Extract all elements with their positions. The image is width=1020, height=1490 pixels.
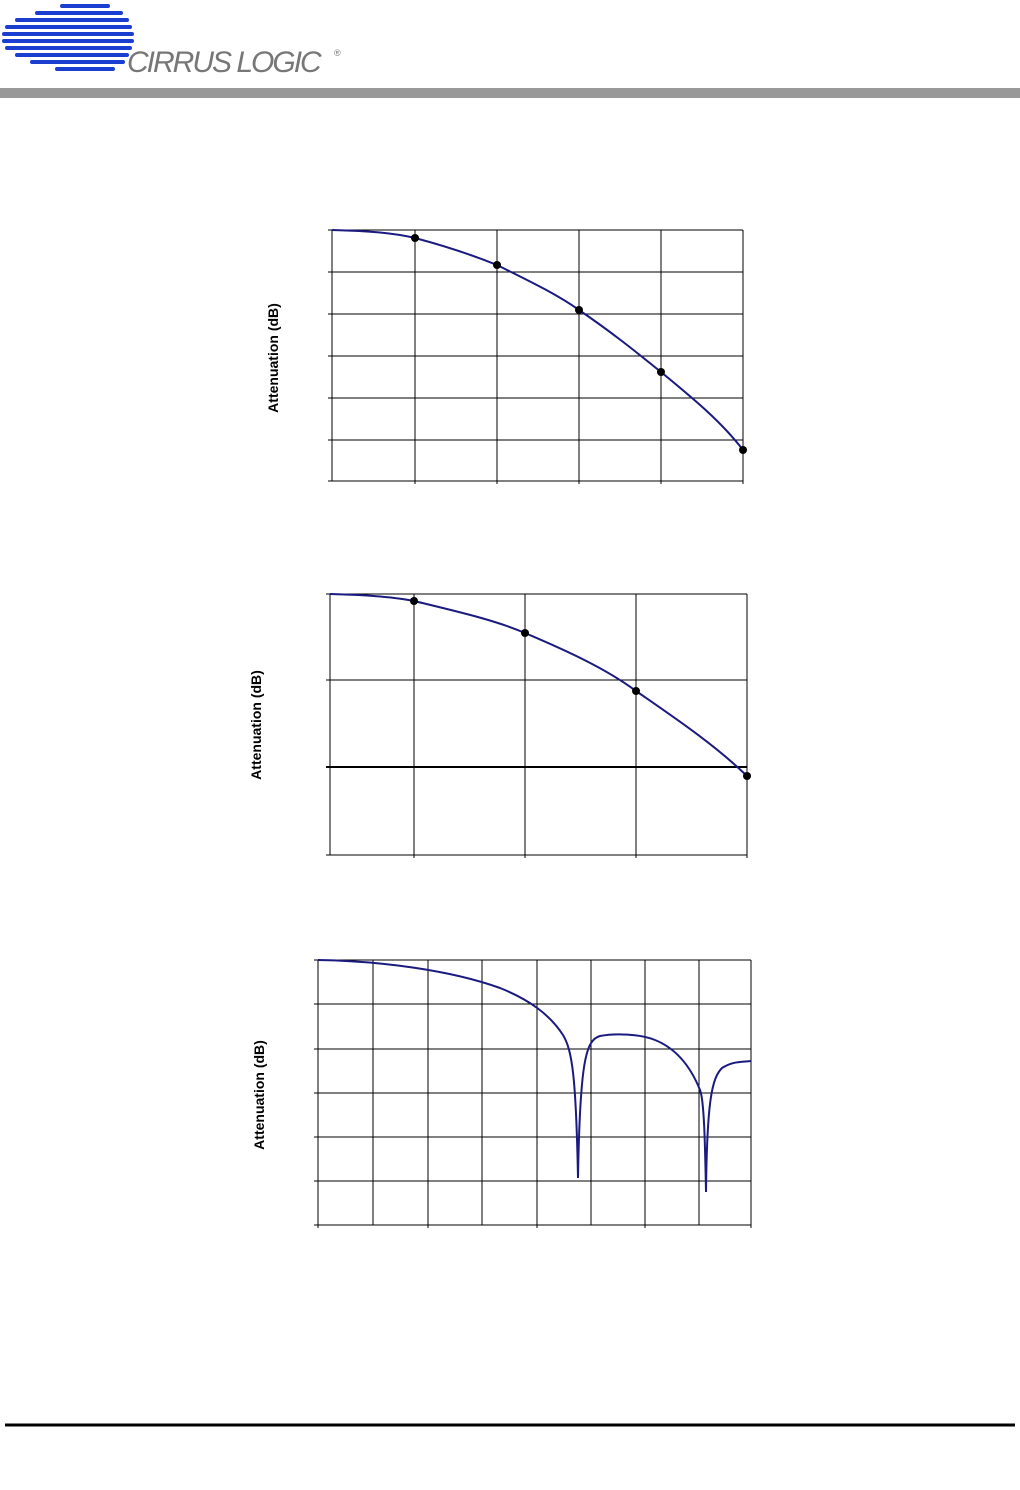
figure-1-y-label: Attenuation (dB) [265,303,281,413]
figure-3-curve [317,959,752,1193]
logo-text: CIRRUS LOGIC [127,46,322,79]
figure-1-points [411,234,747,454]
figure-2-points [410,597,751,780]
figure-3-grid [314,959,752,1228]
figure-2-y-label: Attenuation (dB) [248,670,264,780]
header-bar [0,88,1020,98]
figure-1-grid [328,229,744,484]
figure-2-grid [326,593,748,858]
logo-mark [2,4,134,71]
figure-1-curve [331,229,744,451]
logo-registered: ® [334,48,341,58]
figure-3-y-label: Attenuation (dB) [251,1040,267,1150]
figure-2-curve [329,593,748,777]
